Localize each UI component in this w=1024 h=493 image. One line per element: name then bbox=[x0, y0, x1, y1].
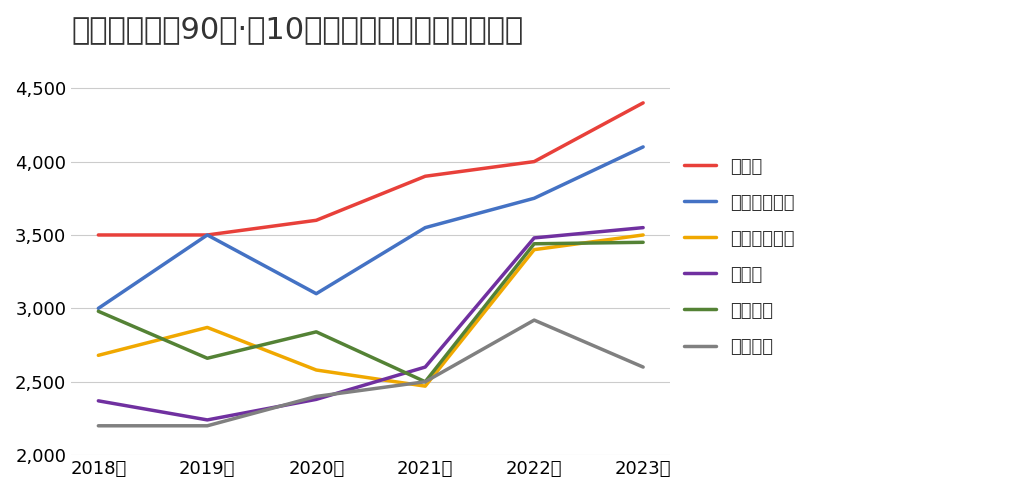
福岡市 bbox=[528, 159, 541, 165]
Legend: 福岡市, 糟屋郡新宮町, 糟屋郡粕屋町, 春日市, 大野城市, 那珂川市: 福岡市, 糟屋郡新宮町, 糟屋郡粕屋町, 春日市, 大野城市, 那珂川市 bbox=[677, 151, 802, 363]
Line: 福岡市: 福岡市 bbox=[98, 103, 643, 235]
大野城市 bbox=[637, 239, 649, 245]
那珂川市 bbox=[201, 423, 213, 429]
大野城市 bbox=[92, 308, 104, 314]
福岡市 bbox=[310, 217, 323, 223]
糟屋郡新宮町 bbox=[201, 232, 213, 238]
春日市 bbox=[92, 398, 104, 404]
Line: 那珂川市: 那珂川市 bbox=[98, 320, 643, 426]
福岡市 bbox=[201, 232, 213, 238]
糟屋郡新宮町 bbox=[528, 195, 541, 201]
大野城市 bbox=[201, 355, 213, 361]
大野城市 bbox=[310, 329, 323, 335]
春日市 bbox=[637, 225, 649, 231]
糟屋郡新宮町 bbox=[92, 305, 104, 311]
大野城市 bbox=[419, 379, 431, 385]
糟屋郡新宮町 bbox=[310, 291, 323, 297]
那珂川市 bbox=[310, 393, 323, 399]
糟屋郡新宮町 bbox=[637, 144, 649, 150]
福岡市 bbox=[419, 174, 431, 179]
糟屋郡粕屋町 bbox=[92, 352, 104, 358]
糟屋郡粕屋町 bbox=[637, 232, 649, 238]
春日市 bbox=[528, 235, 541, 241]
福岡市 bbox=[637, 100, 649, 106]
糟屋郡粕屋町 bbox=[310, 367, 323, 373]
那珂川市 bbox=[528, 317, 541, 323]
糟屋郡粕屋町 bbox=[528, 246, 541, 252]
Line: 糟屋郡新宮町: 糟屋郡新宮町 bbox=[98, 147, 643, 308]
那珂川市 bbox=[637, 364, 649, 370]
那珂川市 bbox=[419, 379, 431, 385]
Line: 大野城市: 大野城市 bbox=[98, 242, 643, 382]
Text: 福岡市周辺の90㎡·築10年のマンションの平均価格: 福岡市周辺の90㎡·築10年のマンションの平均価格 bbox=[71, 15, 523, 44]
那珂川市 bbox=[92, 423, 104, 429]
Line: 春日市: 春日市 bbox=[98, 228, 643, 420]
糟屋郡粕屋町 bbox=[201, 324, 213, 330]
糟屋郡新宮町 bbox=[419, 225, 431, 231]
Line: 糟屋郡粕屋町: 糟屋郡粕屋町 bbox=[98, 235, 643, 386]
春日市 bbox=[419, 364, 431, 370]
糟屋郡粕屋町 bbox=[419, 383, 431, 389]
福岡市 bbox=[92, 232, 104, 238]
大野城市 bbox=[528, 241, 541, 246]
春日市 bbox=[201, 417, 213, 423]
春日市 bbox=[310, 396, 323, 402]
